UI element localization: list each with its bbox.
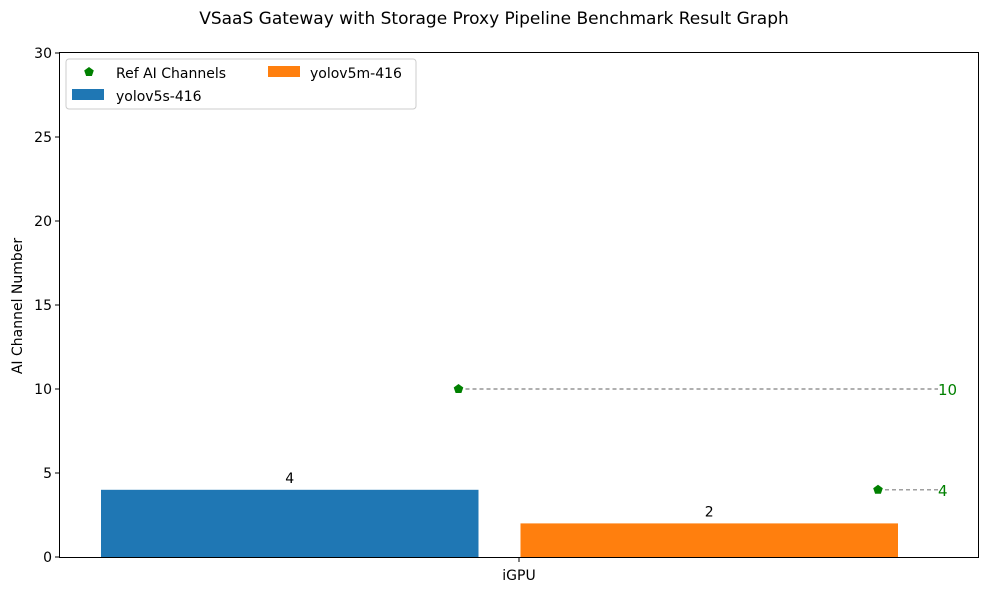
x-tick-label: iGPU [502,568,535,584]
bar-value-label: 4 [285,471,294,487]
legend-box [65,58,417,110]
legend-label-yolov5m-416: yolov5m-416 [310,66,402,82]
ref-value-label: 10 [938,381,957,399]
chart-title: VSaaS Gateway with Storage Proxy Pipelin… [199,9,789,29]
y-tick-label: 25 [34,130,52,146]
bar-yolov5s-416 [101,489,479,557]
y-axis-label: AI Channel Number [10,238,26,375]
y-tick-label: 10 [34,382,52,398]
legend-label-yolov5s-416: yolov5s-416 [116,89,202,105]
legend-swatch-yolov5m-416 [268,66,300,77]
bar-value-label: 2 [705,504,714,520]
legend-ref-label: Ref AI Channels [116,66,226,82]
y-tick-label: 30 [34,46,52,62]
legend-ref-marker [84,67,94,76]
plot-frame [59,52,979,558]
bar-yolov5m-416 [520,523,898,557]
y-tick-label: 15 [34,298,52,314]
y-tick-label: 0 [43,550,52,566]
y-tick-label: 20 [34,214,52,230]
ref-marker [453,384,464,393]
legend-swatch-yolov5s-416 [72,89,104,100]
ref-value-label: 4 [938,482,948,500]
legend: Ref AI Channels yolov5s-416 yolov5m-416 [65,58,417,110]
plot-area: 0 5 10 15 20 25 30 4 10 2 4 iGPU [34,46,957,584]
y-tick-label: 5 [43,466,52,482]
ref-marker [873,484,883,494]
